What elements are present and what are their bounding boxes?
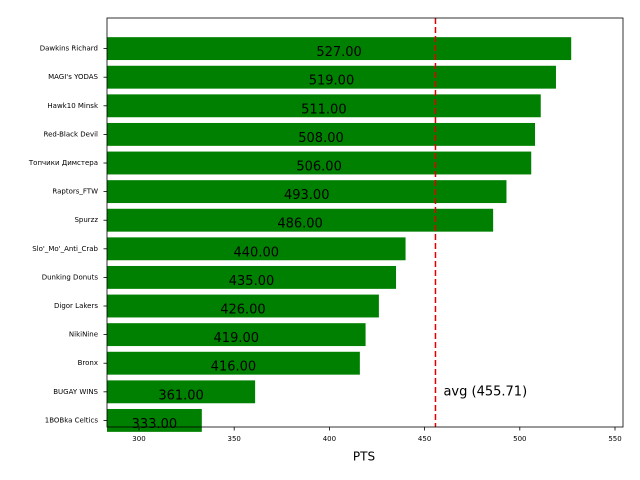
value-label: 333.00 <box>132 417 178 432</box>
x-tick-label: 350 <box>228 435 241 443</box>
y-tick-label: Raptors_FTW <box>52 188 98 196</box>
value-label: 416.00 <box>211 360 257 375</box>
x-axis-label: PTS <box>353 450 375 464</box>
y-tick-label: 1BOBka Celtics <box>45 416 99 424</box>
bar <box>107 122 536 146</box>
bar <box>107 151 532 175</box>
bar <box>107 351 360 375</box>
plot-frame <box>106 17 624 428</box>
value-label: 527.00 <box>316 45 362 60</box>
bar <box>107 294 379 318</box>
value-label: 508.00 <box>298 131 344 146</box>
y-tick-label: Топчики Димстера <box>28 159 98 167</box>
value-label: 486.00 <box>277 217 323 232</box>
bar <box>107 237 406 261</box>
y-tick-label: NikiNine <box>69 331 98 339</box>
bar <box>107 380 256 404</box>
y-tick-label: Red-Black Devil <box>44 130 99 138</box>
x-tick-label: 450 <box>418 435 431 443</box>
annotation: avg (455.71) <box>443 385 527 400</box>
bar <box>107 323 366 347</box>
value-label: 511.00 <box>301 102 347 117</box>
y-tick-label: Digor Lakers <box>54 302 98 310</box>
y-tick-label: Bronx <box>78 359 98 367</box>
value-label: 419.00 <box>214 331 260 346</box>
value-label: 426.00 <box>220 303 266 318</box>
bar <box>107 408 202 432</box>
value-label: 361.00 <box>158 388 204 403</box>
value-label: 440.00 <box>234 245 280 260</box>
x-tick-label: 550 <box>608 435 621 443</box>
y-tick-label: Dunking Donuts <box>42 273 99 281</box>
y-tick-label: Dawkins Richard <box>40 45 98 53</box>
value-label: 519.00 <box>309 74 355 89</box>
x-tick-label: 500 <box>513 435 526 443</box>
y-tick-label: BUGAY WINS <box>53 388 98 396</box>
y-tick-label: MAGI's YODAS <box>48 73 98 81</box>
y-tick-label: Spurzz <box>74 216 98 224</box>
bar <box>107 208 494 232</box>
x-tick-label: 300 <box>132 435 145 443</box>
value-label: 435.00 <box>229 274 275 289</box>
bar <box>107 94 541 118</box>
y-tick-label: Hawk10 Minsk <box>47 102 99 110</box>
value-label: 506.00 <box>296 160 342 175</box>
bar <box>107 180 507 204</box>
x-tick-label: 400 <box>323 435 336 443</box>
bar <box>107 37 572 61</box>
bar <box>107 265 397 289</box>
bar <box>107 65 556 89</box>
y-tick-label: Slo'_Mo'_Anti_Crab <box>32 245 98 253</box>
value-label: 493.00 <box>284 188 330 203</box>
